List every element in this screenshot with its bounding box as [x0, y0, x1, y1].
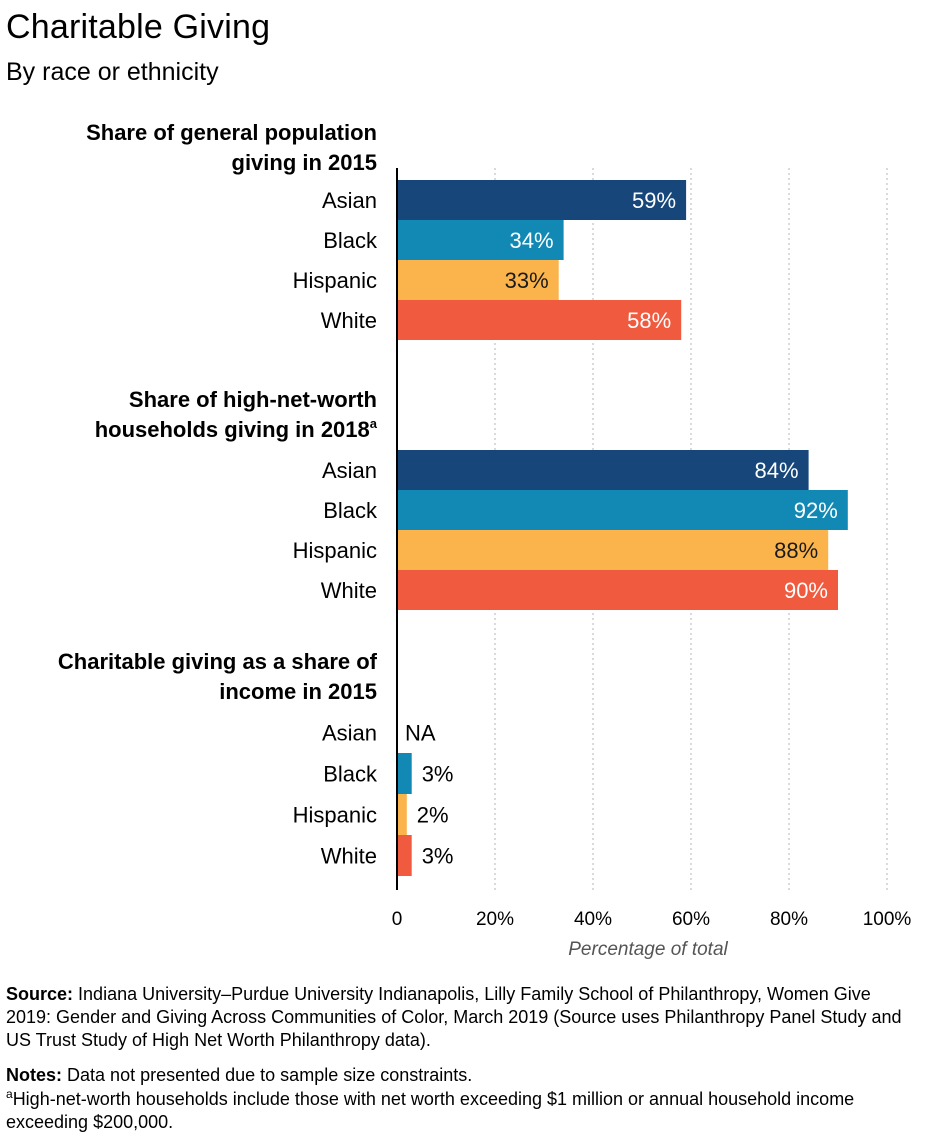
bar-1-black — [397, 220, 564, 260]
bar-2-white — [397, 570, 838, 610]
chart-title: Charitable Giving — [6, 8, 271, 46]
data-label-3-white: 3% — [422, 844, 454, 869]
group-title-2-line-2: households giving in 2018a — [95, 416, 378, 442]
group-title-3-line-2: income in 2015 — [219, 679, 377, 704]
data-label-2-white: 90% — [784, 578, 828, 603]
category-label-3-hispanic: Hispanic — [293, 803, 377, 828]
group-title-3-line-1: Charitable giving as a share of — [58, 649, 378, 674]
notes-label: Notes: — [6, 1065, 63, 1085]
x-tick-label-80: 80% — [770, 909, 808, 930]
bar-3-hispanic — [397, 794, 407, 835]
x-tick-label-20: 20% — [476, 909, 514, 930]
data-label-2-black: 92% — [794, 498, 838, 523]
category-label-2-black: Black — [323, 498, 378, 523]
notes-text: Data not presented due to sample size co… — [67, 1065, 473, 1085]
category-label-1-hispanic: Hispanic — [293, 268, 377, 293]
group-title-1-line-2: giving in 2015 — [232, 150, 378, 175]
category-label-1-black: Black — [323, 228, 378, 253]
category-label-3-asian: Asian — [322, 721, 377, 746]
source-text: Indiana University–Purdue University Ind… — [6, 984, 902, 1050]
x-tick-label-60: 60% — [672, 909, 710, 930]
bar-2-asian — [397, 450, 809, 490]
data-label-1-asian: 59% — [632, 188, 676, 213]
bar-1-white — [397, 300, 682, 340]
x-tick-label-100: 100% — [863, 909, 912, 930]
footnote-marker: a — [6, 1087, 13, 1101]
x-tick-label-0: 0 — [392, 909, 403, 930]
category-label-2-hispanic: Hispanic — [293, 538, 377, 563]
bar-1-hispanic — [397, 260, 559, 300]
bar-2-hispanic — [397, 530, 829, 570]
group-title-2-line-1: Share of high-net-worth — [129, 387, 377, 412]
category-label-1-asian: Asian — [322, 188, 377, 213]
bar-chart: Share of general population giving in 201… — [58, 120, 912, 960]
category-label-3-white: White — [321, 844, 377, 869]
data-label-2-asian: 84% — [755, 458, 799, 483]
chart-subtitle: By race or ethnicity — [6, 58, 219, 86]
source-label: Source: — [6, 984, 74, 1004]
footnote: aHigh-net-worth households include those… — [6, 1088, 906, 1134]
data-label-1-black: 34% — [510, 228, 554, 253]
data-label-2-hispanic: 88% — [774, 538, 818, 563]
data-label-3-black: 3% — [422, 762, 454, 787]
category-label-1-white: White — [321, 308, 377, 333]
bar-1-asian — [397, 180, 687, 220]
x-axis-label: Percentage of total — [568, 939, 728, 960]
data-label-3-hispanic: 2% — [417, 803, 449, 828]
category-label-2-asian: Asian — [322, 458, 377, 483]
source-note: Source: Indiana University–Purdue Univer… — [6, 983, 906, 1052]
category-label-2-white: White — [321, 578, 377, 603]
notes: Notes: Data not presented due to sample … — [6, 1064, 906, 1087]
footnote-text: High-net-worth households include those … — [6, 1089, 855, 1132]
group-title-1-line-1: Share of general population — [86, 120, 377, 145]
data-label-3-asian: NA — [405, 721, 436, 746]
bar-2-black — [397, 490, 848, 530]
bar-3-white — [397, 835, 412, 876]
data-label-1-white: 58% — [627, 308, 671, 333]
group-title-superscript: a — [370, 416, 378, 431]
data-label-1-hispanic: 33% — [505, 268, 549, 293]
x-tick-label-40: 40% — [574, 909, 612, 930]
category-label-3-black: Black — [323, 762, 378, 787]
bar-3-black — [397, 753, 412, 794]
